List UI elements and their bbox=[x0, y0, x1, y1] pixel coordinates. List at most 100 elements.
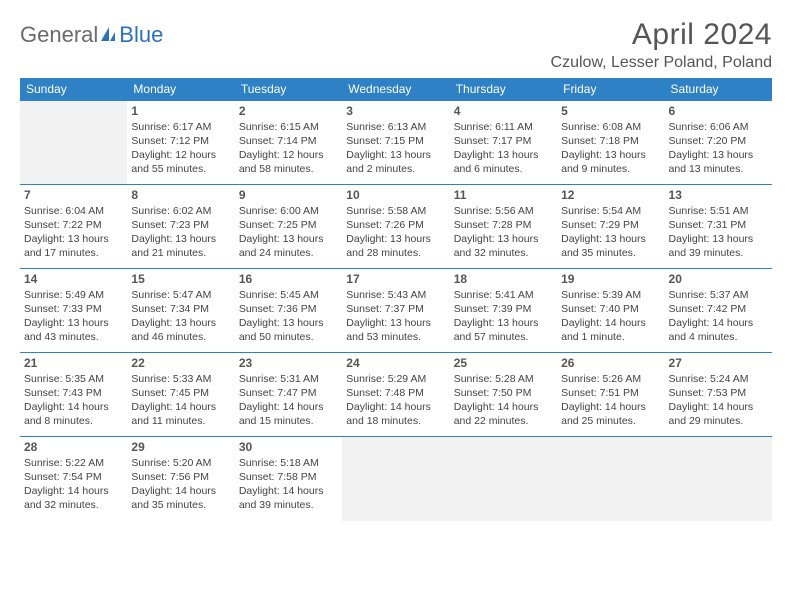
daylight-text: and 57 minutes. bbox=[454, 330, 553, 344]
calendar-cell: 18Sunrise: 5:41 AMSunset: 7:39 PMDayligh… bbox=[450, 269, 557, 353]
calendar-row: 14Sunrise: 5:49 AMSunset: 7:33 PMDayligh… bbox=[20, 269, 772, 353]
calendar-cell: 2Sunrise: 6:15 AMSunset: 7:14 PMDaylight… bbox=[235, 101, 342, 185]
sunrise-text: Sunrise: 6:08 AM bbox=[561, 120, 660, 134]
daylight-text: and 39 minutes. bbox=[239, 498, 338, 512]
daylight-text: and 58 minutes. bbox=[239, 162, 338, 176]
calendar-cell: 10Sunrise: 5:58 AMSunset: 7:26 PMDayligh… bbox=[342, 185, 449, 269]
calendar-cell: 4Sunrise: 6:11 AMSunset: 7:17 PMDaylight… bbox=[450, 101, 557, 185]
sunrise-text: Sunrise: 5:51 AM bbox=[669, 204, 768, 218]
sunset-text: Sunset: 7:48 PM bbox=[346, 386, 445, 400]
day-number: 22 bbox=[131, 355, 230, 372]
daylight-text: Daylight: 14 hours bbox=[131, 484, 230, 498]
daylight-text: Daylight: 13 hours bbox=[346, 232, 445, 246]
daylight-text: and 29 minutes. bbox=[669, 414, 768, 428]
sunset-text: Sunset: 7:28 PM bbox=[454, 218, 553, 232]
calendar-table: SundayMondayTuesdayWednesdayThursdayFrid… bbox=[20, 78, 772, 521]
calendar-cell: 12Sunrise: 5:54 AMSunset: 7:29 PMDayligh… bbox=[557, 185, 664, 269]
day-number: 18 bbox=[454, 271, 553, 288]
calendar-cell: 1Sunrise: 6:17 AMSunset: 7:12 PMDaylight… bbox=[127, 101, 234, 185]
day-number: 26 bbox=[561, 355, 660, 372]
sunrise-text: Sunrise: 5:28 AM bbox=[454, 372, 553, 386]
sunrise-text: Sunrise: 5:45 AM bbox=[239, 288, 338, 302]
daylight-text: Daylight: 14 hours bbox=[239, 484, 338, 498]
sunset-text: Sunset: 7:23 PM bbox=[131, 218, 230, 232]
sunset-text: Sunset: 7:34 PM bbox=[131, 302, 230, 316]
calendar-cell: 9Sunrise: 6:00 AMSunset: 7:25 PMDaylight… bbox=[235, 185, 342, 269]
day-header: Tuesday bbox=[235, 78, 342, 101]
sunset-text: Sunset: 7:58 PM bbox=[239, 470, 338, 484]
daylight-text: Daylight: 14 hours bbox=[346, 400, 445, 414]
calendar-row: 21Sunrise: 5:35 AMSunset: 7:43 PMDayligh… bbox=[20, 353, 772, 437]
calendar-cell: 14Sunrise: 5:49 AMSunset: 7:33 PMDayligh… bbox=[20, 269, 127, 353]
day-header: Monday bbox=[127, 78, 234, 101]
sunrise-text: Sunrise: 6:04 AM bbox=[24, 204, 123, 218]
sunrise-text: Sunrise: 6:06 AM bbox=[669, 120, 768, 134]
day-number: 6 bbox=[669, 103, 768, 120]
sunrise-text: Sunrise: 5:18 AM bbox=[239, 456, 338, 470]
calendar-row: 7Sunrise: 6:04 AMSunset: 7:22 PMDaylight… bbox=[20, 185, 772, 269]
sunset-text: Sunset: 7:54 PM bbox=[24, 470, 123, 484]
sunrise-text: Sunrise: 5:20 AM bbox=[131, 456, 230, 470]
sunrise-text: Sunrise: 5:35 AM bbox=[24, 372, 123, 386]
sunrise-text: Sunrise: 5:39 AM bbox=[561, 288, 660, 302]
calendar-cell: 17Sunrise: 5:43 AMSunset: 7:37 PMDayligh… bbox=[342, 269, 449, 353]
day-header: Sunday bbox=[20, 78, 127, 101]
sunrise-text: Sunrise: 5:49 AM bbox=[24, 288, 123, 302]
location-subtitle: Czulow, Lesser Poland, Poland bbox=[551, 54, 772, 72]
day-number: 28 bbox=[24, 439, 123, 456]
day-number: 15 bbox=[131, 271, 230, 288]
sunset-text: Sunset: 7:33 PM bbox=[24, 302, 123, 316]
sunrise-text: Sunrise: 5:58 AM bbox=[346, 204, 445, 218]
sunrise-text: Sunrise: 5:31 AM bbox=[239, 372, 338, 386]
daylight-text: and 4 minutes. bbox=[669, 330, 768, 344]
daylight-text: Daylight: 13 hours bbox=[346, 148, 445, 162]
day-header: Friday bbox=[557, 78, 664, 101]
calendar-cell-empty bbox=[557, 437, 664, 521]
calendar-cell-empty bbox=[665, 437, 772, 521]
daylight-text: and 18 minutes. bbox=[346, 414, 445, 428]
sunset-text: Sunset: 7:45 PM bbox=[131, 386, 230, 400]
daylight-text: and 22 minutes. bbox=[454, 414, 553, 428]
calendar-row: 1Sunrise: 6:17 AMSunset: 7:12 PMDaylight… bbox=[20, 101, 772, 185]
calendar-cell: 28Sunrise: 5:22 AMSunset: 7:54 PMDayligh… bbox=[20, 437, 127, 521]
daylight-text: and 2 minutes. bbox=[346, 162, 445, 176]
sunrise-text: Sunrise: 5:26 AM bbox=[561, 372, 660, 386]
day-number: 1 bbox=[131, 103, 230, 120]
calendar-cell: 15Sunrise: 5:47 AMSunset: 7:34 PMDayligh… bbox=[127, 269, 234, 353]
calendar-cell: 24Sunrise: 5:29 AMSunset: 7:48 PMDayligh… bbox=[342, 353, 449, 437]
daylight-text: Daylight: 13 hours bbox=[454, 232, 553, 246]
sunrise-text: Sunrise: 5:24 AM bbox=[669, 372, 768, 386]
sunset-text: Sunset: 7:22 PM bbox=[24, 218, 123, 232]
calendar-row: 28Sunrise: 5:22 AMSunset: 7:54 PM Dayligh… bbox=[20, 437, 772, 521]
daylight-text: Daylight: 13 hours bbox=[454, 148, 553, 162]
day-number: 3 bbox=[346, 103, 445, 120]
calendar-cell-empty bbox=[342, 437, 449, 521]
sunset-text: Sunset: 7:18 PM bbox=[561, 134, 660, 148]
daylight-text: Daylight: 12 hours bbox=[131, 148, 230, 162]
sunrise-text: Sunrise: 5:41 AM bbox=[454, 288, 553, 302]
sunset-text: Sunset: 7:47 PM bbox=[239, 386, 338, 400]
sunset-text: Sunset: 7:53 PM bbox=[669, 386, 768, 400]
sunset-text: Sunset: 7:42 PM bbox=[669, 302, 768, 316]
sunset-text: Sunset: 7:29 PM bbox=[561, 218, 660, 232]
sunrise-text: Sunrise: 5:22 AM bbox=[24, 456, 123, 470]
sunrise-text: Sunrise: 6:00 AM bbox=[239, 204, 338, 218]
sunset-text: Sunset: 7:36 PM bbox=[239, 302, 338, 316]
day-number: 8 bbox=[131, 187, 230, 204]
daylight-text: Daylight: 13 hours bbox=[561, 148, 660, 162]
sunrise-text: Sunrise: 6:02 AM bbox=[131, 204, 230, 218]
daylight-text: Daylight: 13 hours bbox=[669, 148, 768, 162]
calendar-cell: 16Sunrise: 5:45 AMSunset: 7:36 PMDayligh… bbox=[235, 269, 342, 353]
sunrise-text: Sunrise: 5:29 AM bbox=[346, 372, 445, 386]
day-number: 13 bbox=[669, 187, 768, 204]
daylight-text: and 35 minutes. bbox=[131, 498, 230, 512]
daylight-text: and 13 minutes. bbox=[669, 162, 768, 176]
calendar-cell: 29Sunrise: 5:20 AMSunset: 7:56 PMDayligh… bbox=[127, 437, 234, 521]
sunrise-text: Sunrise: 5:54 AM bbox=[561, 204, 660, 218]
daylight-text: and 11 minutes. bbox=[131, 414, 230, 428]
sunrise-text: Sunrise: 6:11 AM bbox=[454, 120, 553, 134]
daylight-text: Daylight: 14 hours bbox=[24, 400, 123, 414]
daylight-text: Daylight: 13 hours bbox=[561, 232, 660, 246]
calendar-cell: 27Sunrise: 5:24 AMSunset: 7:53 PMDayligh… bbox=[665, 353, 772, 437]
sunset-text: Sunset: 7:25 PM bbox=[239, 218, 338, 232]
